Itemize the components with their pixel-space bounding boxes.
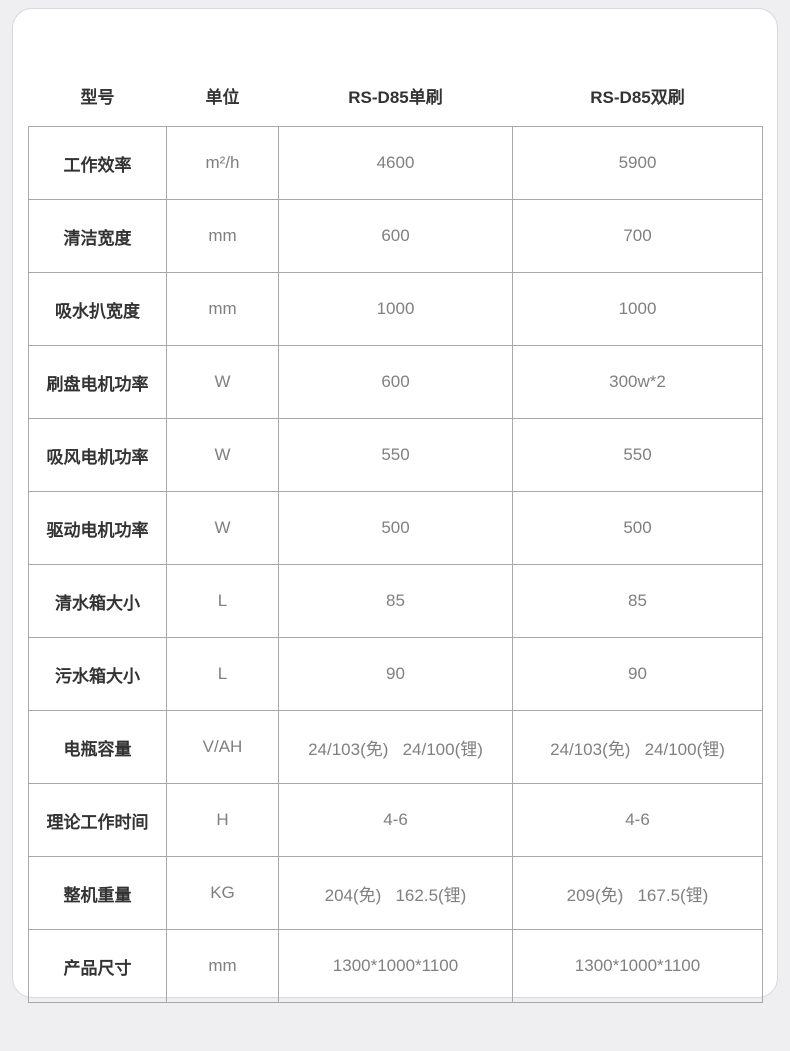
row-value-single: 500 (278, 491, 513, 565)
row-value-single: 85 (278, 564, 513, 638)
spec-table: 型号 单位 RS-D85单刷 RS-D85双刷 工作效率 m²/h 4600 5… (28, 85, 763, 1003)
header-double-brush: RS-D85双刷 (590, 88, 685, 107)
table-row: 工作效率 m²/h 4600 5900 (28, 126, 763, 200)
table-row: 驱动电机功率 W 500 500 (28, 491, 763, 565)
spec-card: 型号 单位 RS-D85单刷 RS-D85双刷 工作效率 m²/h 4600 5… (12, 8, 778, 1003)
spec-table-header: 型号 单位 RS-D85单刷 RS-D85双刷 (29, 85, 763, 127)
row-value-single: 90 (278, 637, 513, 711)
row-unit: mm (166, 272, 279, 346)
row-value-single: 204(免) 162.5(锂) (278, 856, 513, 930)
row-value-single: 550 (278, 418, 513, 492)
row-unit: KG (166, 856, 279, 930)
table-row: 电瓶容量 V/AH 24/103(免) 24/100(锂) 24/103(免) … (28, 710, 763, 784)
row-unit: W (166, 345, 279, 419)
table-row: 吸水扒宽度 mm 1000 1000 (28, 272, 763, 346)
row-value-double: 300w*2 (512, 345, 763, 419)
row-value-double: 90 (512, 637, 763, 711)
row-value-double: 1300*1000*1100 (512, 929, 763, 1003)
row-label: 清水箱大小 (28, 564, 167, 638)
row-unit: W (166, 491, 279, 565)
row-unit: L (166, 564, 279, 638)
row-label: 污水箱大小 (28, 637, 167, 711)
row-unit: W (166, 418, 279, 492)
table-row: 理论工作时间 H 4-6 4-6 (28, 783, 763, 857)
row-label: 清洁宽度 (28, 199, 167, 273)
row-value-double: 550 (512, 418, 763, 492)
row-unit: mm (166, 929, 279, 1003)
row-unit: H (166, 783, 279, 857)
row-unit: m²/h (166, 126, 279, 200)
header-unit: 单位 (205, 88, 240, 107)
row-label: 吸风电机功率 (28, 418, 167, 492)
row-value-single: 600 (278, 199, 513, 273)
row-value-double: 85 (512, 564, 763, 638)
row-value-single: 600 (278, 345, 513, 419)
row-label: 理论工作时间 (28, 783, 167, 857)
row-label: 产品尺寸 (28, 929, 167, 1003)
row-label: 整机重量 (28, 856, 167, 930)
row-label: 驱动电机功率 (28, 491, 167, 565)
row-label: 刷盘电机功率 (28, 345, 167, 419)
row-value-single: 4600 (278, 126, 513, 200)
row-label: 工作效率 (28, 126, 167, 200)
row-value-single: 1000 (278, 272, 513, 346)
row-value-double: 4-6 (512, 783, 763, 857)
row-value-double: 1000 (512, 272, 763, 346)
row-value-double: 700 (512, 199, 763, 273)
table-row: 吸风电机功率 W 550 550 (28, 418, 763, 492)
table-row: 产品尺寸 mm 1300*1000*1100 1300*1000*1100 (28, 929, 763, 1003)
row-value-single: 24/103(免) 24/100(锂) (278, 710, 513, 784)
spec-table-body: 工作效率 m²/h 4600 5900 清洁宽度 mm 600 700 吸水扒宽… (28, 126, 763, 1003)
row-value-single: 1300*1000*1100 (278, 929, 513, 1003)
row-unit: V/AH (166, 710, 279, 784)
header-row: 型号 单位 RS-D85单刷 RS-D85双刷 (29, 85, 763, 127)
row-value-single: 4-6 (278, 783, 513, 857)
row-label: 吸水扒宽度 (28, 272, 167, 346)
row-unit: mm (166, 199, 279, 273)
header-model: 型号 (80, 88, 115, 107)
table-row: 污水箱大小 L 90 90 (28, 637, 763, 711)
row-value-double: 5900 (512, 126, 763, 200)
table-row: 清水箱大小 L 85 85 (28, 564, 763, 638)
row-unit: L (166, 637, 279, 711)
row-value-double: 24/103(免) 24/100(锂) (512, 710, 763, 784)
row-value-double: 209(免) 167.5(锂) (512, 856, 763, 930)
row-value-double: 500 (512, 491, 763, 565)
table-row: 整机重量 KG 204(免) 162.5(锂) 209(免) 167.5(锂) (28, 856, 763, 930)
header-single-brush: RS-D85单刷 (348, 88, 443, 107)
table-row: 刷盘电机功率 W 600 300w*2 (28, 345, 763, 419)
table-row: 清洁宽度 mm 600 700 (28, 199, 763, 273)
row-label: 电瓶容量 (28, 710, 167, 784)
